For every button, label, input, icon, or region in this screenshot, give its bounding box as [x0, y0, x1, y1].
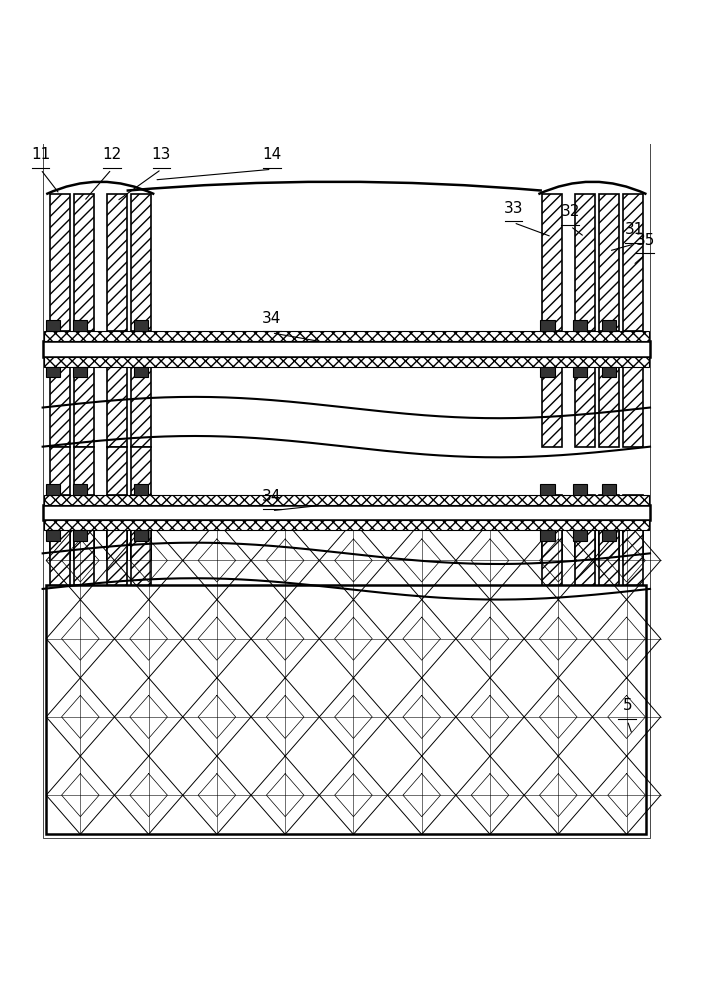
Bar [131, 358, 151, 366]
Bar [74, 366, 94, 447]
Bar [74, 358, 94, 366]
Bar [50, 366, 70, 447]
Bar [46, 484, 61, 495]
Bar [540, 484, 555, 495]
Bar [50, 530, 70, 585]
Bar [575, 495, 595, 560]
Text: 13: 13 [152, 147, 171, 162]
Bar [46, 320, 61, 331]
Bar [43, 505, 650, 520]
Bar [573, 367, 588, 377]
Bar [542, 521, 562, 530]
Bar [134, 367, 148, 377]
Bar [73, 367, 86, 377]
Bar [599, 495, 619, 560]
Bar [575, 194, 595, 331]
Bar [623, 530, 643, 585]
Bar [74, 495, 94, 560]
Bar [106, 495, 126, 560]
Bar [575, 358, 595, 366]
Bar [599, 366, 619, 447]
Bar [623, 366, 643, 447]
Bar [540, 530, 555, 541]
Bar [106, 366, 126, 447]
Bar [50, 447, 70, 560]
Bar [573, 320, 588, 331]
Text: 32: 32 [560, 204, 580, 219]
Bar [43, 119, 650, 838]
Text: 31: 31 [625, 222, 644, 237]
Bar [43, 341, 650, 357]
Bar [106, 358, 126, 366]
Text: 33: 33 [503, 201, 523, 216]
Bar [50, 194, 70, 331]
Bar [602, 484, 616, 495]
Bar [623, 495, 643, 560]
Bar [50, 521, 70, 530]
Bar [74, 447, 94, 560]
Bar [573, 484, 588, 495]
Bar [131, 521, 151, 530]
Bar [46, 530, 61, 541]
Bar [575, 366, 595, 447]
Bar [106, 530, 126, 585]
Bar [602, 367, 616, 377]
Bar [599, 358, 619, 366]
Bar [73, 320, 86, 331]
Bar [599, 530, 619, 585]
Bar [44, 495, 648, 505]
Text: 5: 5 [623, 698, 632, 713]
Bar [131, 495, 151, 560]
Text: 35: 35 [635, 233, 655, 248]
Bar [46, 367, 61, 377]
Bar [106, 194, 126, 331]
Bar [573, 530, 588, 541]
Bar [623, 521, 643, 530]
Bar [131, 530, 151, 585]
Bar [106, 521, 126, 530]
Bar [542, 366, 562, 447]
Text: 11: 11 [31, 147, 50, 162]
Bar [575, 521, 595, 530]
Bar [542, 358, 562, 366]
Bar [131, 447, 151, 560]
Text: 12: 12 [102, 147, 121, 162]
Bar [134, 530, 148, 541]
Text: 34: 34 [262, 489, 281, 504]
Bar [74, 194, 94, 331]
Bar [623, 194, 643, 331]
Bar [542, 495, 562, 560]
Bar [542, 194, 562, 331]
Text: 14: 14 [262, 147, 281, 162]
Bar [50, 358, 70, 366]
Bar [131, 366, 151, 447]
Bar [599, 194, 619, 331]
Bar [74, 521, 94, 530]
Bar [44, 520, 648, 530]
Bar [134, 484, 148, 495]
Bar [542, 530, 562, 585]
Bar [131, 194, 151, 331]
Bar [50, 495, 70, 560]
Bar [602, 320, 616, 331]
Bar [106, 447, 126, 560]
Bar [540, 320, 555, 331]
Text: 34: 34 [262, 311, 281, 326]
Bar [623, 358, 643, 366]
Bar [46, 585, 646, 834]
Bar [74, 530, 94, 585]
Bar [599, 521, 619, 530]
Bar [575, 530, 595, 585]
Bar [602, 530, 616, 541]
Bar [134, 320, 148, 331]
Bar [540, 367, 555, 377]
Bar [73, 530, 86, 541]
Bar [73, 484, 86, 495]
Bar [44, 357, 648, 367]
Bar [44, 331, 648, 341]
